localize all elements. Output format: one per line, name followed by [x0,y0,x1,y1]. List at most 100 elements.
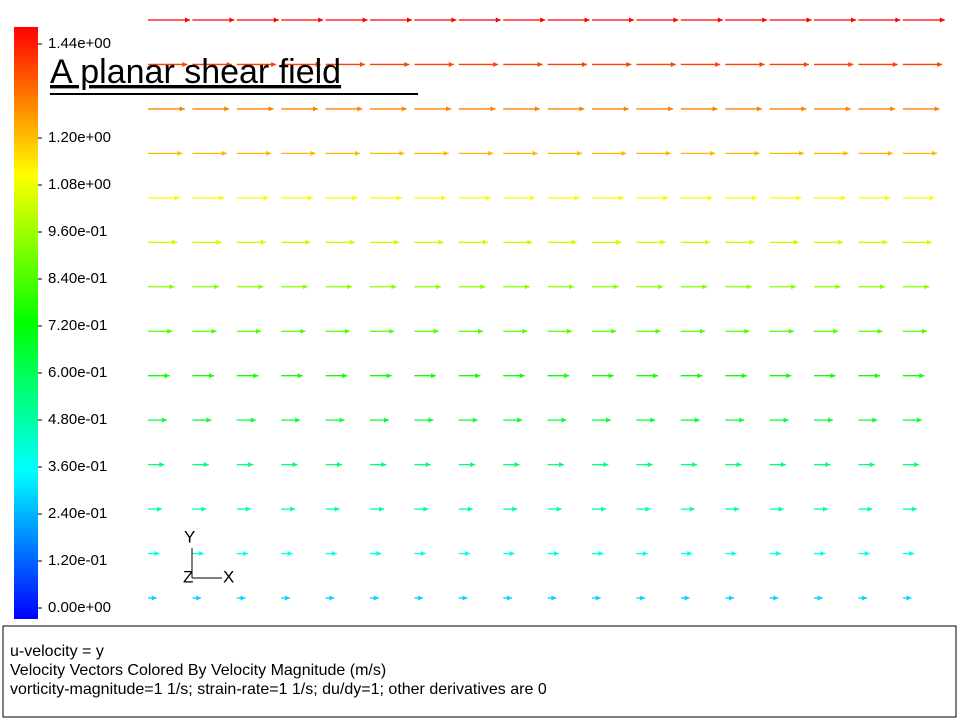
vector [902,195,935,201]
vector [858,239,888,245]
vector [858,595,868,601]
colorbar-tick-label: 1.08e+00 [48,176,111,193]
vector-head [420,551,426,557]
vector [814,328,839,334]
vector-head [564,373,570,379]
vector [547,595,557,601]
vector-head [598,551,604,557]
vector [370,17,412,23]
vector-head [344,328,350,334]
vector-head [650,417,656,423]
vector-head [386,373,392,379]
vector-head [906,595,912,601]
vector [192,61,232,67]
vector-head [616,239,622,245]
vector-head [762,17,768,23]
vector [236,328,262,334]
vector-head [342,373,348,379]
vector [858,373,880,379]
vector-head [584,17,590,23]
vector-head [566,328,572,334]
vector [192,373,214,379]
vector-head [216,239,222,245]
vector-head [537,61,543,67]
vector [236,106,274,112]
vector-head [655,328,661,334]
vector-head [717,17,723,23]
vector [902,595,912,601]
vector [325,506,340,512]
vector [236,195,269,201]
vector [148,595,157,601]
vector [769,462,786,468]
vector [370,195,402,201]
vector [414,595,424,601]
vector-head [213,284,219,290]
vector-head [660,239,666,245]
vector [236,417,256,423]
vector-head [652,373,658,379]
vector-head [746,284,752,290]
vector [902,106,940,112]
vector [547,106,585,112]
vector-head [159,462,165,468]
vector [325,595,335,601]
vector [370,150,405,156]
vector [814,239,844,245]
vector [503,239,533,245]
vector [592,239,622,245]
vector-head [522,328,528,334]
vector-head [700,328,706,334]
vector-head [922,328,928,334]
vector [414,195,447,201]
vector-head [438,239,444,245]
vector-head [830,373,836,379]
vector-head [665,150,671,156]
vector [814,462,831,468]
vector [547,462,564,468]
footer-line: Velocity Vectors Colored By Velocity Mag… [10,662,386,679]
vector-head [569,284,575,290]
vector [503,284,530,290]
vector-head [838,239,844,245]
vector [414,462,431,468]
vector-head [571,239,577,245]
vector [236,17,279,23]
vector [503,61,543,67]
vector [814,150,849,156]
vector [325,61,365,67]
vector [458,595,468,601]
vector [725,551,737,557]
vector [902,551,915,557]
vector [503,417,523,423]
vector-head [919,373,925,379]
vector-head [305,239,311,245]
vector-head [778,506,784,512]
vector [148,551,160,557]
vector-head [668,106,674,112]
vector [769,106,807,112]
vector [281,551,293,557]
vector [592,506,606,512]
vector-head [744,328,750,334]
vector [458,239,488,245]
vector [902,61,943,67]
vector-head [534,106,540,112]
vector [547,551,559,557]
vector [814,373,836,379]
vector-head [739,417,745,423]
vector [370,61,410,67]
vector [547,373,570,379]
vector-head [623,106,629,112]
vector [547,417,567,423]
vector [281,17,324,23]
vector [680,61,721,67]
vector-head [519,373,525,379]
vector [814,551,826,557]
vector-head [478,328,484,334]
vector [458,195,491,201]
vector-head [250,417,256,423]
vector [414,373,436,379]
vector [148,373,170,379]
vector-head [553,551,559,557]
